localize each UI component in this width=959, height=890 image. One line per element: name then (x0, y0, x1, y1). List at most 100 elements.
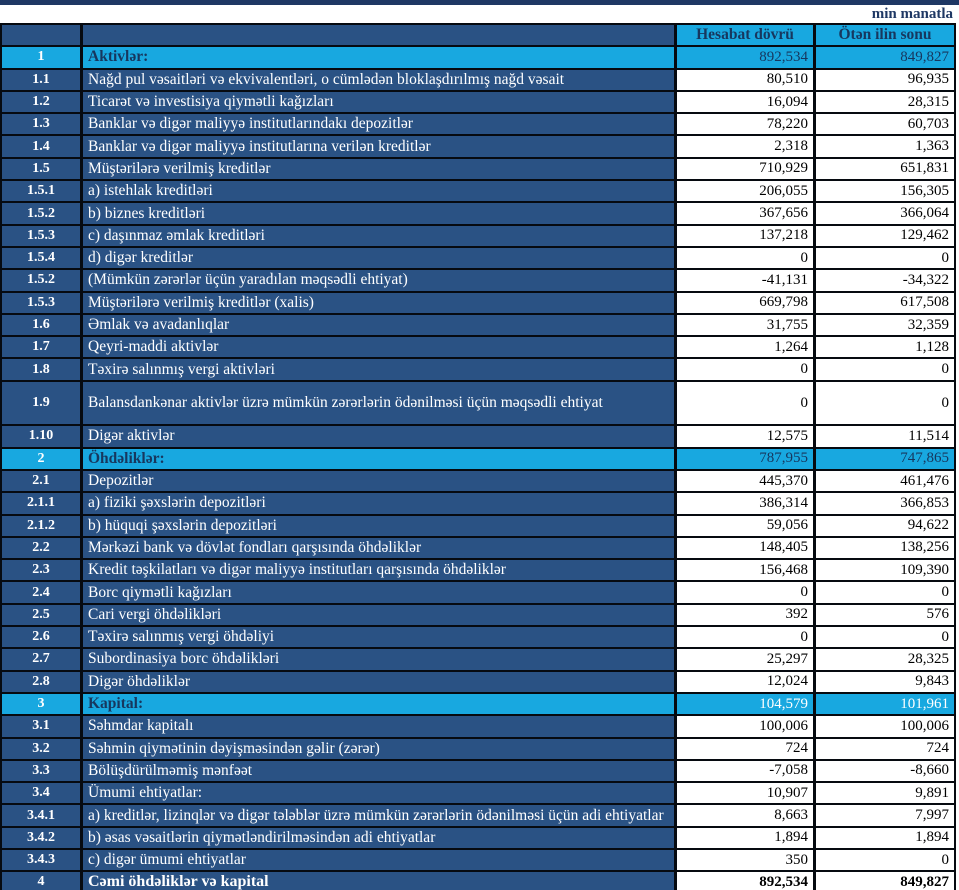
value-previous-cell: 0 (816, 627, 954, 648)
row-number-cell: 2.3 (2, 560, 80, 581)
value-previous-cell: 0 (816, 582, 954, 603)
row-label-cell: Banklar və digər maliyyə institutlarına … (83, 136, 674, 157)
value-previous-cell: 28,325 (816, 649, 954, 670)
row-label-cell: Əmlak və avadanlıqlar (83, 314, 674, 336)
row-number-cell: 2.8 (2, 671, 80, 692)
value-current-cell: 10,907 (677, 783, 813, 804)
unit-label: min manatla (871, 6, 953, 22)
value-current-cell: 104,579 (677, 693, 813, 715)
row-number-cell: 3.4.1 (2, 805, 80, 826)
value-previous-cell: 849,827 (816, 47, 954, 68)
row-label-cell: Ümumi ehtiyatlar: (83, 783, 674, 804)
value-current-cell: 16,094 (677, 91, 813, 113)
value-current-cell: 1,894 (677, 827, 813, 848)
value-previous-cell: 617,508 (816, 292, 954, 313)
row-number-cell: 2.1 (2, 470, 80, 492)
value-current-cell: 12,575 (677, 426, 813, 447)
row-label-cell: b) hüquqi şəxslərin depozitləri (83, 515, 674, 536)
top-divider (0, 0, 959, 5)
value-current-cell: 350 (677, 849, 813, 871)
row-label-cell: Öhdəliklər: (83, 448, 674, 469)
value-current-cell: 2,318 (677, 136, 813, 157)
value-previous-cell: 461,476 (816, 470, 954, 492)
row-number-cell: 3.4.3 (2, 849, 80, 871)
row-label-cell: (Mümkün zərərlər üçün yaradılan məqsədli… (83, 270, 674, 291)
row-label-cell: Ticarət və investisiya qiymətli kağızlar… (83, 91, 674, 113)
value-current-cell: 137,218 (677, 225, 813, 246)
row-label-cell: Aktivlər: (83, 47, 674, 68)
row-number-cell: 1.2 (2, 91, 80, 113)
row-number-cell: 2.4 (2, 582, 80, 603)
value-current-cell: 892,534 (677, 872, 813, 890)
row-label-cell: Təxirə salınmış vergi aktivləri (83, 359, 674, 380)
value-previous-cell: 9,891 (816, 783, 954, 804)
row-number-cell: 1.9 (2, 381, 80, 425)
row-number-cell: 3.2 (2, 738, 80, 759)
value-previous-cell: 96,935 (816, 69, 954, 90)
row-label-cell: b) əsas vəsaitlərin qiymətləndirilməsind… (83, 827, 674, 848)
value-current-cell: 25,297 (677, 649, 813, 670)
row-number-cell: 3.4 (2, 783, 80, 804)
value-previous-cell: -8,660 (816, 760, 954, 782)
row-number-cell: 1.4 (2, 136, 80, 157)
value-current-cell: 78,220 (677, 114, 813, 135)
value-previous-cell: 28,315 (816, 91, 954, 113)
value-current-cell: 0 (677, 247, 813, 269)
row-number-cell: 3.3 (2, 760, 80, 782)
row-label-cell: Depozitlər (83, 470, 674, 492)
value-current-cell: 0 (677, 627, 813, 648)
row-number-cell: 2 (2, 448, 80, 469)
value-current-cell: 12,024 (677, 671, 813, 692)
row-label-cell: Digər aktivlər (83, 426, 674, 447)
row-number-cell: 1.7 (2, 337, 80, 358)
value-current-cell: 206,055 (677, 181, 813, 202)
value-current-cell: 892,534 (677, 47, 813, 68)
row-label-cell: Nağd pul vəsaitləri və ekvivalentləri, o… (83, 69, 674, 90)
value-current-cell: -41,131 (677, 270, 813, 291)
value-previous-cell: 94,622 (816, 515, 954, 536)
row-label-cell: Banklar və digər maliyyə institutlarında… (83, 114, 674, 135)
row-number-cell: 3.1 (2, 716, 80, 737)
value-previous-cell: 651,831 (816, 158, 954, 180)
row-label-cell: a) istehlak kreditləri (83, 181, 674, 202)
value-current-cell: 80,510 (677, 69, 813, 90)
value-current-cell: 100,006 (677, 716, 813, 737)
value-current-cell: 0 (677, 359, 813, 380)
value-previous-cell: 9,843 (816, 671, 954, 692)
row-label-cell: Borc qiymətli kağızları (83, 582, 674, 603)
row-number-cell: 1.1 (2, 69, 80, 90)
value-current-cell: 59,056 (677, 515, 813, 536)
row-number-cell: 1.6 (2, 314, 80, 336)
row-label-cell: Səhmdar kapitalı (83, 716, 674, 737)
row-number-cell: 1.5.4 (2, 247, 80, 269)
value-current-cell: -7,058 (677, 760, 813, 782)
value-current-cell: 392 (677, 604, 813, 626)
header-blank-number-cell (2, 25, 80, 46)
value-previous-cell: 32,359 (816, 314, 954, 336)
row-label-cell: d) digər kreditlər (83, 247, 674, 269)
value-current-cell: 31,755 (677, 314, 813, 336)
value-previous-cell: 0 (816, 247, 954, 269)
value-current-cell: 0 (677, 582, 813, 603)
row-number-cell: 3 (2, 693, 80, 715)
row-number-cell: 3.4.2 (2, 827, 80, 848)
value-previous-cell: 366,064 (816, 203, 954, 224)
row-label-cell: Müştərilərə verilmiş kreditlər (83, 158, 674, 180)
row-number-cell: 4 (2, 872, 80, 890)
row-label-cell: c) digər ümumi ehtiyatlar (83, 849, 674, 871)
row-label-cell: Kredit təşkilatları və digər maliyyə ins… (83, 560, 674, 581)
value-current-cell: 669,798 (677, 292, 813, 313)
row-number-cell: 1.10 (2, 426, 80, 447)
value-previous-cell: 724 (816, 738, 954, 759)
value-previous-cell: 7,997 (816, 805, 954, 826)
balance-sheet-table: Hesabat dövrü Ötən ilin sonu 1 Aktivlər:… (0, 23, 956, 890)
value-current-cell: 445,370 (677, 470, 813, 492)
value-previous-cell: 60,703 (816, 114, 954, 135)
row-label-cell: Balansdankənar aktivlər üzrə mümkün zərə… (83, 381, 674, 425)
value-current-cell: 724 (677, 738, 813, 759)
value-current-cell: 148,405 (677, 537, 813, 559)
row-number-cell: 2.7 (2, 649, 80, 670)
row-number-cell: 1.3 (2, 114, 80, 135)
row-number-cell: 1.5.3 (2, 292, 80, 313)
value-previous-cell: 1,894 (816, 827, 954, 848)
